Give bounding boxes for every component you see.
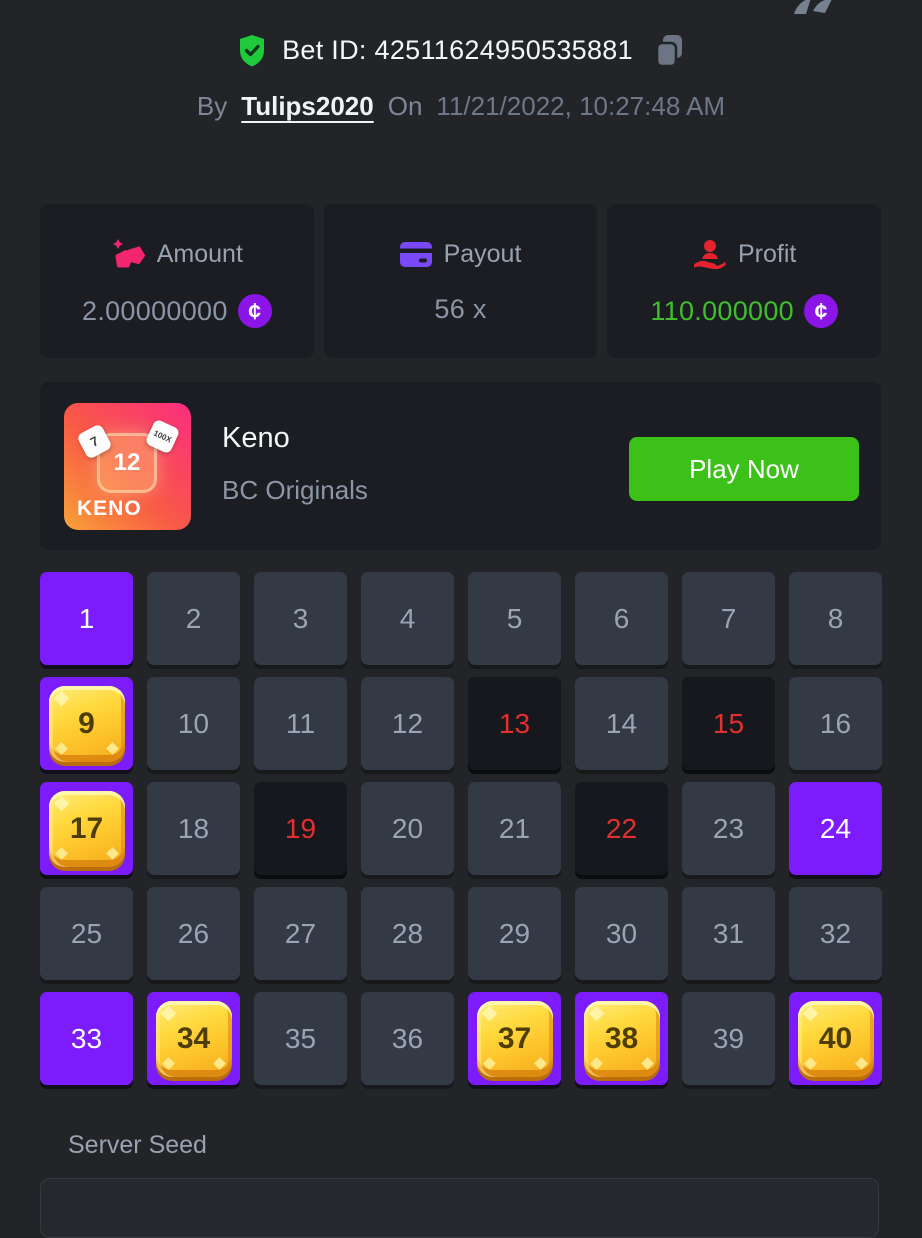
username-link[interactable]: Tulips2020 — [241, 91, 374, 121]
keno-cell-10: 10 — [147, 677, 240, 770]
share-icon-partial[interactable] — [788, 0, 834, 14]
keno-game-thumbnail[interactable]: 12 7 100X KENO — [64, 403, 191, 530]
bet-datetime: 11/21/2022, 10:27:48 AM — [436, 91, 726, 121]
bet-subheader: By Tulips2020 On 11/21/2022, 10:27:48 AM — [0, 91, 922, 122]
keno-cell-32: 32 — [789, 887, 882, 980]
keno-cell-25: 25 — [40, 887, 133, 980]
keno-cell-9: 9 — [40, 677, 133, 770]
keno-cell-24: 24 — [789, 782, 882, 875]
keno-cell-1: 1 — [40, 572, 133, 665]
keno-cell-27: 27 — [254, 887, 347, 980]
gold-nuggets-icon — [111, 238, 145, 270]
game-title: Keno — [222, 422, 290, 454]
bet-header: Bet ID: 42511624950535881 — [0, 33, 922, 68]
gem-icon: 17 — [48, 790, 125, 867]
keno-cell-26: 26 — [147, 887, 240, 980]
keno-cell-14: 14 — [575, 677, 668, 770]
keno-cell-30: 30 — [575, 887, 668, 980]
keno-cell-16: 16 — [789, 677, 882, 770]
hand-user-icon — [692, 239, 726, 270]
keno-cell-33: 33 — [40, 992, 133, 1085]
keno-cell-7: 7 — [682, 572, 775, 665]
gem-icon: 9 — [48, 685, 125, 762]
server-seed-label: Server Seed — [68, 1131, 207, 1159]
keno-cell-20: 20 — [361, 782, 454, 875]
stat-cards: Amount 2.00000000 ¢ Payout 56 x — [40, 204, 882, 358]
keno-cell-23: 23 — [682, 782, 775, 875]
play-now-button[interactable]: Play Now — [629, 437, 859, 501]
keno-cell-40: 40 — [789, 992, 882, 1085]
keno-cell-11: 11 — [254, 677, 347, 770]
coin-icon: ¢ — [804, 294, 838, 328]
credit-card-icon — [399, 241, 432, 268]
keno-cell-19: 19 — [254, 782, 347, 875]
keno-cell-6: 6 — [575, 572, 668, 665]
payout-label: Payout — [443, 239, 522, 268]
keno-cell-29: 29 — [468, 887, 561, 980]
coin-icon: ¢ — [237, 294, 272, 328]
keno-cell-37: 37 — [468, 992, 561, 1085]
verified-shield-icon — [237, 34, 267, 68]
keno-cell-38: 38 — [575, 992, 668, 1085]
game-provider: BC Originals — [222, 475, 368, 505]
keno-cell-8: 8 — [789, 572, 882, 665]
on-label: On — [387, 91, 423, 121]
server-seed-input[interactable] — [40, 1178, 879, 1238]
keno-cell-39: 39 — [682, 992, 775, 1085]
payout-value: 56 x — [434, 294, 487, 324]
gem-icon: 38 — [583, 1000, 660, 1077]
keno-cell-35: 35 — [254, 992, 347, 1085]
keno-cell-12: 12 — [361, 677, 454, 770]
gem-icon: 34 — [155, 1000, 232, 1077]
keno-grid: 1 2 3 4 5 6 7 8 9 10 11 12 13 14 15 16 17 18 19 20 21 22 23 24 2… — [40, 572, 882, 1085]
profit-card: Profit 110.000000 ¢ — [607, 204, 882, 358]
keno-cell-28: 28 — [361, 887, 454, 980]
keno-cell-2: 2 — [147, 572, 240, 665]
by-label: By — [196, 91, 228, 121]
keno-cell-5: 5 — [468, 572, 561, 665]
amount-card: Amount 2.00000000 ¢ — [40, 204, 314, 358]
keno-cell-34: 34 — [147, 992, 240, 1085]
keno-cell-15: 15 — [682, 677, 775, 770]
gem-icon: 37 — [476, 1000, 553, 1077]
amount-value: 2.00000000 — [82, 295, 228, 326]
keno-cell-4: 4 — [361, 572, 454, 665]
payout-card: Payout 56 x — [323, 204, 598, 358]
keno-cell-36: 36 — [361, 992, 454, 1085]
keno-tile-wordmark: KENO — [77, 497, 142, 520]
keno-cell-31: 31 — [682, 887, 775, 980]
amount-label: Amount — [156, 239, 243, 268]
keno-cell-18: 18 — [147, 782, 240, 875]
keno-cell-13: 13 — [468, 677, 561, 770]
gem-icon: 40 — [797, 1000, 874, 1077]
game-banner: 12 7 100X KENO Keno BC Originals Play No… — [40, 382, 881, 550]
keno-cell-21: 21 — [468, 782, 561, 875]
profit-label: Profit — [738, 239, 797, 268]
keno-cell-22: 22 — [575, 782, 668, 875]
keno-cell-17: 17 — [40, 782, 133, 875]
copy-icon[interactable] — [654, 33, 685, 68]
keno-cell-3: 3 — [254, 572, 347, 665]
bet-id-text: Bet ID: 42511624950535881 — [282, 35, 633, 65]
profit-value: 110.000000 — [650, 295, 794, 326]
